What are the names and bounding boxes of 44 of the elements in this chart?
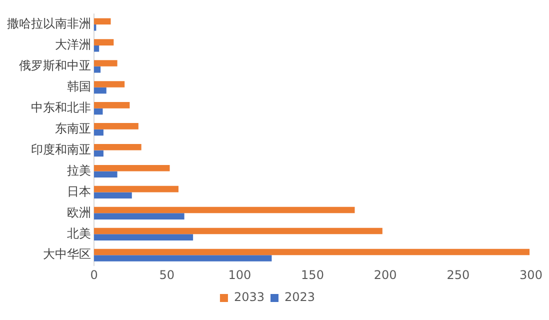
bar: [94, 81, 125, 88]
bar: [94, 60, 118, 66]
bar: [94, 192, 132, 199]
bar: [94, 150, 104, 157]
bar: [94, 255, 272, 262]
y-tick-label: 北美: [67, 226, 91, 240]
bar: [94, 144, 142, 150]
y-tick-label: 日本: [67, 184, 91, 198]
x-tick-label: 0: [90, 268, 98, 282]
y-tick-label: 东南亚: [55, 121, 91, 136]
y-tick-label: 欧洲: [67, 205, 91, 220]
bar: [94, 213, 184, 220]
bar: [94, 102, 130, 108]
y-tick-label: 印度和南亚: [31, 142, 91, 156]
bar: [94, 164, 170, 172]
bar: [94, 186, 178, 192]
bar: [94, 18, 111, 24]
bar: [94, 87, 106, 94]
x-tick-label: 250: [446, 268, 470, 282]
y-tick-label: 韩国: [67, 80, 91, 94]
legend-label: 2033: [234, 290, 265, 304]
y-tick-label: 大中华区: [43, 247, 91, 262]
bar: [94, 45, 100, 52]
bar: [94, 206, 355, 214]
x-tick-label: 100: [228, 268, 252, 282]
x-tick-label: 200: [374, 268, 397, 282]
y-tick-label: 撒哈拉以南非洲: [7, 16, 91, 31]
bar: [94, 171, 118, 178]
y-tick-label: 大洋洲: [55, 38, 91, 52]
bar: [94, 39, 114, 46]
y-tick-label: 拉美: [67, 163, 91, 178]
x-tick-label: 300: [520, 268, 542, 282]
bar: [94, 129, 104, 136]
y-tick-label: 中东和北非: [31, 100, 91, 114]
x-tick-label: 150: [301, 268, 324, 282]
bar: [94, 228, 382, 234]
bar: [94, 123, 138, 130]
y-tick-label: 俄罗斯和中亚: [19, 58, 91, 73]
legend-label: 2023: [284, 290, 316, 304]
bar: [94, 248, 530, 256]
bar: [94, 234, 194, 240]
x-tick-label: 50: [159, 268, 174, 282]
bar: [94, 66, 101, 73]
bar: [94, 108, 103, 115]
